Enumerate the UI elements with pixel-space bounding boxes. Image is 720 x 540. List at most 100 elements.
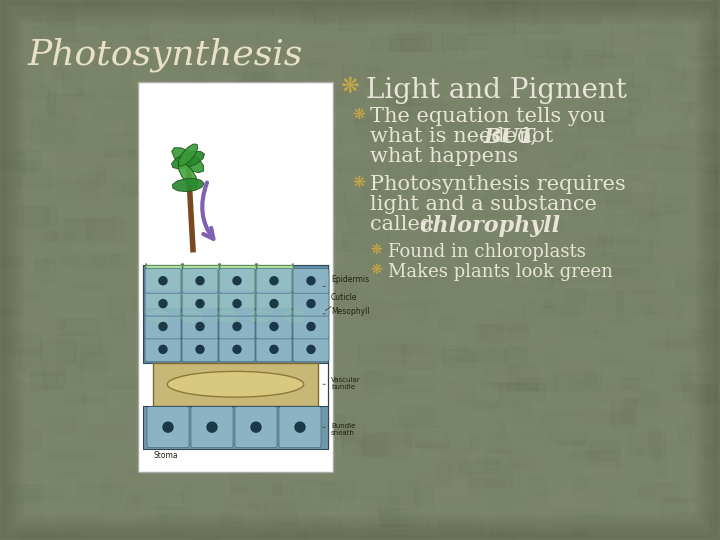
- Bar: [386, 366, 424, 373]
- Bar: [389, 143, 425, 159]
- Bar: [662, 456, 691, 475]
- Bar: [510, 55, 526, 77]
- FancyBboxPatch shape: [219, 268, 255, 293]
- Bar: [10, 469, 25, 480]
- Bar: [121, 66, 130, 88]
- Bar: [394, 87, 435, 93]
- Bar: [629, 285, 678, 303]
- Bar: [426, 172, 474, 196]
- Bar: [110, 254, 126, 265]
- Bar: [555, 372, 601, 391]
- Bar: [126, 350, 144, 375]
- Bar: [679, 512, 711, 536]
- Bar: [418, 192, 444, 206]
- Circle shape: [196, 322, 204, 330]
- Bar: [245, 4, 272, 16]
- Bar: [387, 97, 409, 112]
- Bar: [490, 524, 534, 535]
- Bar: [507, 379, 554, 390]
- Bar: [508, 28, 526, 39]
- Bar: [398, 138, 440, 149]
- Text: light and a substance: light and a substance: [370, 195, 597, 214]
- Bar: [688, 410, 720, 426]
- Bar: [236, 435, 245, 449]
- Bar: [63, 489, 77, 495]
- Bar: [481, 462, 496, 473]
- Bar: [508, 366, 538, 376]
- Bar: [320, 168, 329, 187]
- Bar: [592, 110, 630, 121]
- Bar: [192, 66, 227, 69]
- Bar: [500, 134, 522, 149]
- Polygon shape: [163, 294, 187, 310]
- Text: ❋: ❋: [370, 263, 382, 277]
- Bar: [642, 313, 679, 320]
- Bar: [626, 420, 634, 424]
- Bar: [86, 218, 123, 242]
- Bar: [636, 218, 658, 229]
- Bar: [544, 289, 585, 313]
- Bar: [476, 298, 501, 309]
- Bar: [264, 53, 303, 71]
- Bar: [614, 218, 641, 238]
- Bar: [6, 397, 23, 408]
- Bar: [595, 330, 608, 337]
- Bar: [531, 9, 537, 24]
- Bar: [225, 301, 238, 326]
- Bar: [563, 50, 602, 68]
- Bar: [371, 8, 415, 18]
- Bar: [138, 82, 333, 472]
- Bar: [542, 301, 554, 307]
- Bar: [400, 344, 444, 354]
- Bar: [507, 502, 519, 505]
- Bar: [210, 246, 219, 271]
- Bar: [135, 275, 145, 283]
- FancyBboxPatch shape: [293, 268, 329, 293]
- Bar: [580, 131, 591, 149]
- Bar: [289, 19, 316, 39]
- Bar: [691, 56, 719, 63]
- Bar: [309, 491, 338, 504]
- Bar: [81, 50, 110, 58]
- Bar: [548, 263, 586, 282]
- Bar: [189, 426, 198, 431]
- Bar: [272, 40, 284, 46]
- Bar: [81, 181, 103, 202]
- Bar: [713, 383, 720, 402]
- Bar: [510, 179, 555, 184]
- Bar: [489, 150, 533, 170]
- Bar: [629, 433, 665, 455]
- Bar: [604, 386, 643, 403]
- Bar: [341, 411, 378, 415]
- Bar: [402, 264, 451, 285]
- Bar: [633, 57, 670, 62]
- Bar: [261, 102, 275, 115]
- Bar: [157, 128, 186, 140]
- Bar: [454, 56, 479, 70]
- Bar: [409, 519, 426, 536]
- Bar: [707, 396, 720, 402]
- Bar: [651, 236, 657, 256]
- Bar: [561, 283, 605, 291]
- Bar: [148, 97, 163, 103]
- Bar: [160, 345, 171, 351]
- Bar: [324, 192, 346, 214]
- Bar: [44, 85, 73, 107]
- Bar: [13, 305, 49, 328]
- Bar: [341, 255, 356, 260]
- Bar: [105, 169, 142, 188]
- Bar: [302, 369, 324, 386]
- Bar: [32, 19, 74, 28]
- Bar: [152, 363, 190, 386]
- Bar: [283, 269, 323, 284]
- Bar: [4, 490, 38, 496]
- Bar: [20, 527, 48, 540]
- Bar: [58, 484, 71, 491]
- Bar: [389, 34, 431, 51]
- Bar: [60, 24, 96, 40]
- Bar: [287, 109, 297, 113]
- Bar: [394, 353, 443, 356]
- Bar: [228, 166, 240, 189]
- Bar: [231, 253, 247, 272]
- Bar: [415, 434, 432, 446]
